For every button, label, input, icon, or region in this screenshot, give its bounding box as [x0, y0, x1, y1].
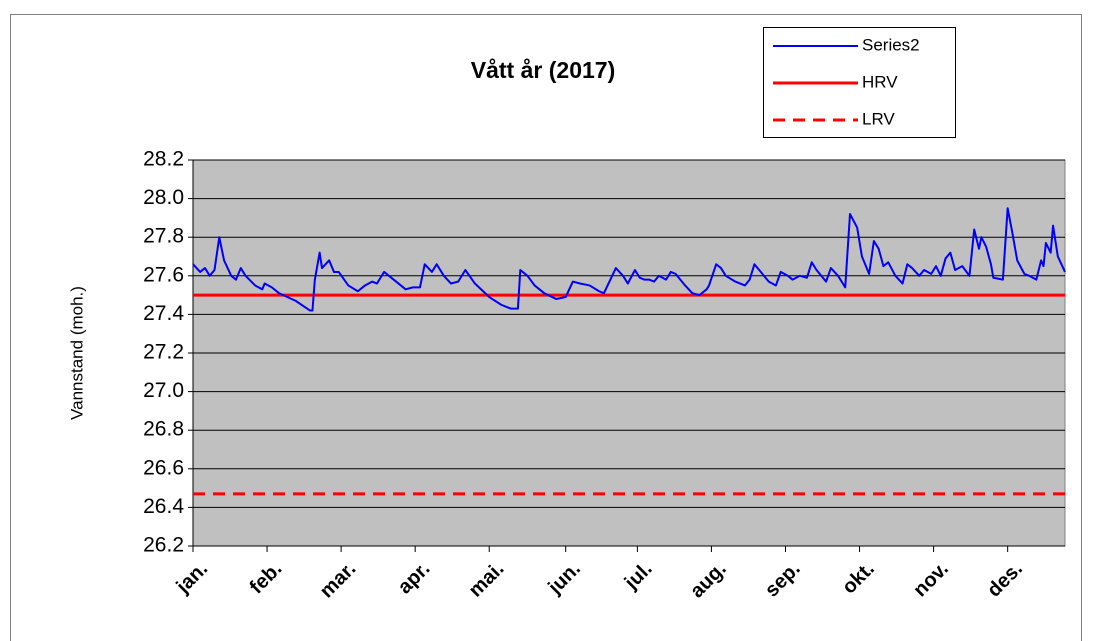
y-axis-label: Vannstand (moh.)	[67, 286, 86, 420]
series-line	[192, 207, 1066, 312]
y-tick-label: 27.0	[143, 379, 184, 402]
legend-label: Series2	[862, 35, 920, 54]
y-tick-label: 27.4	[143, 302, 184, 325]
y-tick-label: 27.6	[143, 263, 184, 286]
y-tick-label: 28.0	[143, 186, 184, 209]
y-tick-label: 26.6	[143, 456, 184, 479]
y-tick-label: 27.8	[143, 225, 184, 248]
y-tick-label: 26.4	[143, 495, 184, 518]
y-tick-label: 26.8	[143, 418, 184, 441]
legend-label: HRV	[862, 72, 898, 91]
y-tick-label: 27.2	[143, 341, 184, 364]
y-tick-label: 28.2	[143, 148, 184, 171]
chart-title: Vått år (2017)	[471, 57, 615, 83]
y-tick-label: 26.2	[143, 534, 184, 557]
legend-label: LRV	[862, 109, 895, 128]
